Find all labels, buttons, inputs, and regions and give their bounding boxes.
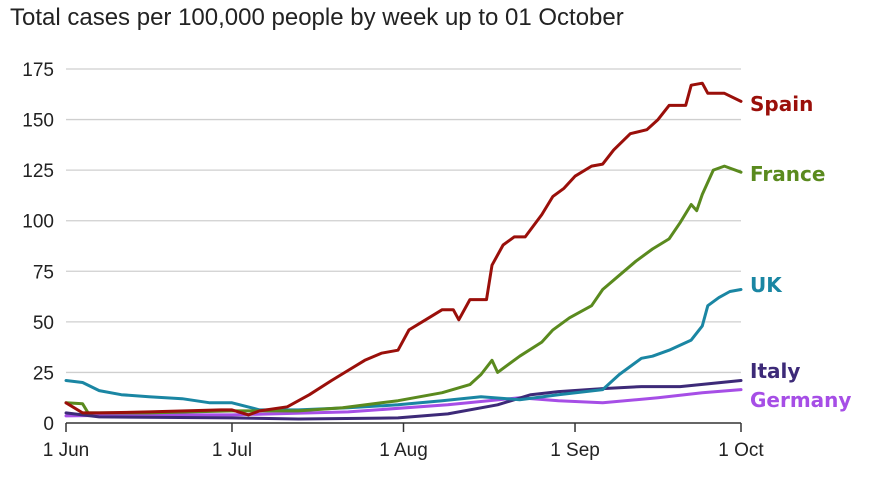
x-axis: 1 Jun 1 Jul 1 Aug 1 Sep 1 Oct <box>43 422 764 461</box>
y-tick-label: 100 <box>22 212 54 233</box>
y-tick-label: 150 <box>22 111 54 132</box>
series-line-uk <box>64 288 743 412</box>
x-tick-label: 1 Oct <box>718 440 764 461</box>
x-tick-label: 1 Aug <box>379 440 428 461</box>
series-line-spain <box>64 81 743 417</box>
y-tick-label: 125 <box>22 161 54 182</box>
x-tick-label: 1 Sep <box>550 440 600 461</box>
series-line-france <box>64 164 743 415</box>
series-labels: Spain France UK Italy Germany <box>750 92 851 412</box>
series-label-italy: Italy <box>750 359 800 383</box>
y-tick-label: 50 <box>33 313 54 334</box>
series-lines <box>64 81 743 421</box>
chart-title: Total cases per 100,000 people by week u… <box>10 4 624 31</box>
gridlines <box>66 68 741 374</box>
y-axis-ticks: 0 25 50 75 100 125 150 175 <box>22 60 54 435</box>
y-tick-label: 25 <box>33 363 54 384</box>
series-line-italy <box>64 379 743 421</box>
series-label-france: France <box>750 162 825 186</box>
y-tick-label: 75 <box>33 262 54 283</box>
series-label-uk: UK <box>750 273 783 297</box>
x-tick-label: 1 Jun <box>43 440 89 461</box>
y-tick-label: 175 <box>22 60 54 81</box>
x-tick-label: 1 Jul <box>212 440 252 461</box>
y-tick-label: 0 <box>43 414 54 435</box>
series-label-germany: Germany <box>750 388 851 412</box>
series-label-spain: Spain <box>750 92 813 116</box>
